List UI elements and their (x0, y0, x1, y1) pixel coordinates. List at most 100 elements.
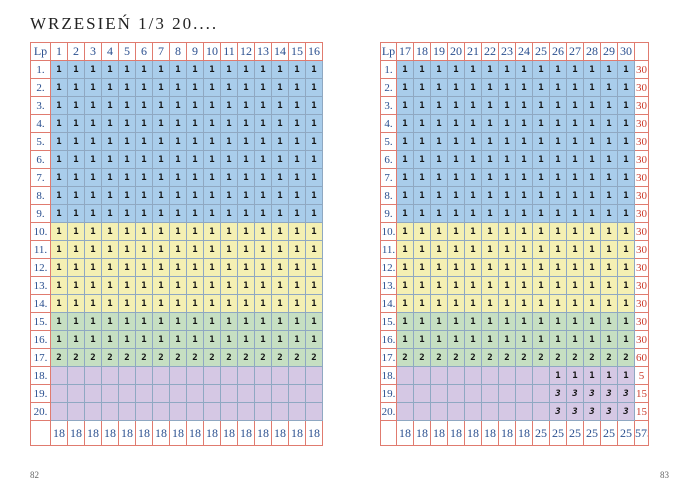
attendance-cell[interactable]: 1 (481, 258, 499, 277)
attendance-cell[interactable]: 1 (152, 222, 170, 241)
attendance-cell[interactable]: 1 (566, 96, 584, 115)
attendance-cell[interactable]: 1 (430, 258, 448, 277)
attendance-cell[interactable]: 1 (254, 312, 272, 331)
attendance-cell[interactable] (396, 402, 414, 421)
attendance-cell[interactable]: 1 (549, 330, 567, 349)
attendance-cell[interactable]: 1 (152, 150, 170, 169)
attendance-cell[interactable]: 1 (50, 168, 68, 187)
attendance-cell[interactable]: 1 (237, 330, 255, 349)
attendance-cell[interactable]: 1 (498, 60, 516, 79)
attendance-cell[interactable]: 1 (288, 222, 306, 241)
attendance-cell[interactable] (118, 384, 136, 403)
attendance-cell[interactable]: 1 (220, 294, 238, 313)
attendance-cell[interactable] (84, 384, 102, 403)
attendance-cell[interactable] (447, 366, 465, 385)
attendance-cell[interactable]: 1 (413, 168, 431, 187)
attendance-cell[interactable]: 1 (464, 204, 482, 223)
attendance-cell[interactable]: 1 (152, 330, 170, 349)
attendance-cell[interactable] (84, 366, 102, 385)
attendance-cell[interactable]: 1 (152, 168, 170, 187)
attendance-cell[interactable]: 1 (515, 204, 533, 223)
attendance-cell[interactable]: 1 (118, 150, 136, 169)
attendance-cell[interactable]: 1 (186, 114, 204, 133)
attendance-cell[interactable]: 1 (396, 312, 414, 331)
attendance-cell[interactable]: 1 (464, 168, 482, 187)
attendance-cell[interactable]: 1 (305, 114, 323, 133)
attendance-cell[interactable]: 1 (118, 186, 136, 205)
attendance-cell[interactable]: 1 (67, 330, 85, 349)
attendance-cell[interactable]: 2 (169, 348, 187, 367)
attendance-cell[interactable]: 1 (396, 186, 414, 205)
attendance-cell[interactable] (101, 402, 119, 421)
attendance-cell[interactable]: 1 (413, 258, 431, 277)
attendance-cell[interactable]: 1 (305, 330, 323, 349)
attendance-cell[interactable]: 2 (271, 348, 289, 367)
attendance-cell[interactable] (220, 402, 238, 421)
attendance-cell[interactable]: 1 (220, 240, 238, 259)
attendance-cell[interactable] (430, 402, 448, 421)
attendance-cell[interactable]: 1 (566, 330, 584, 349)
attendance-cell[interactable]: 2 (515, 348, 533, 367)
attendance-cell[interactable]: 1 (67, 186, 85, 205)
attendance-cell[interactable]: 1 (481, 114, 499, 133)
attendance-cell[interactable]: 1 (430, 204, 448, 223)
attendance-cell[interactable] (169, 366, 187, 385)
attendance-cell[interactable]: 1 (464, 114, 482, 133)
attendance-cell[interactable]: 1 (50, 60, 68, 79)
attendance-cell[interactable]: 1 (549, 294, 567, 313)
attendance-cell[interactable]: 1 (583, 276, 601, 295)
attendance-cell[interactable]: 1 (135, 312, 153, 331)
attendance-cell[interactable]: 1 (67, 276, 85, 295)
attendance-cell[interactable]: 1 (118, 132, 136, 151)
attendance-cell[interactable]: 1 (447, 330, 465, 349)
attendance-cell[interactable]: 1 (135, 78, 153, 97)
attendance-cell[interactable]: 1 (305, 312, 323, 331)
attendance-cell[interactable]: 1 (413, 204, 431, 223)
attendance-cell[interactable]: 1 (220, 276, 238, 295)
attendance-cell[interactable]: 1 (220, 60, 238, 79)
attendance-cell[interactable]: 1 (566, 60, 584, 79)
attendance-cell[interactable]: 2 (118, 348, 136, 367)
attendance-cell[interactable]: 1 (135, 96, 153, 115)
attendance-cell[interactable]: 1 (288, 96, 306, 115)
attendance-cell[interactable]: 3 (549, 384, 567, 403)
attendance-cell[interactable]: 1 (50, 258, 68, 277)
attendance-cell[interactable]: 1 (430, 186, 448, 205)
attendance-cell[interactable]: 1 (135, 150, 153, 169)
attendance-cell[interactable]: 1 (464, 186, 482, 205)
attendance-cell[interactable]: 1 (305, 186, 323, 205)
attendance-cell[interactable]: 1 (447, 204, 465, 223)
attendance-cell[interactable]: 1 (169, 222, 187, 241)
attendance-cell[interactable]: 1 (600, 312, 618, 331)
attendance-cell[interactable]: 1 (305, 60, 323, 79)
attendance-cell[interactable]: 1 (118, 96, 136, 115)
attendance-cell[interactable]: 1 (288, 330, 306, 349)
attendance-cell[interactable] (220, 366, 238, 385)
attendance-cell[interactable]: 1 (617, 366, 635, 385)
attendance-cell[interactable]: 1 (583, 150, 601, 169)
attendance-cell[interactable]: 1 (169, 330, 187, 349)
attendance-cell[interactable]: 1 (600, 132, 618, 151)
attendance-cell[interactable]: 1 (583, 294, 601, 313)
attendance-cell[interactable]: 1 (566, 186, 584, 205)
attendance-cell[interactable]: 2 (583, 348, 601, 367)
attendance-cell[interactable]: 1 (254, 168, 272, 187)
attendance-cell[interactable]: 2 (549, 348, 567, 367)
attendance-cell[interactable]: 1 (135, 114, 153, 133)
attendance-cell[interactable]: 1 (237, 168, 255, 187)
attendance-cell[interactable]: 1 (67, 222, 85, 241)
attendance-cell[interactable]: 1 (549, 132, 567, 151)
attendance-cell[interactable]: 1 (600, 78, 618, 97)
attendance-cell[interactable]: 1 (515, 186, 533, 205)
attendance-cell[interactable]: 1 (186, 150, 204, 169)
attendance-cell[interactable]: 1 (271, 114, 289, 133)
attendance-cell[interactable]: 1 (515, 240, 533, 259)
attendance-cell[interactable] (203, 402, 221, 421)
attendance-cell[interactable]: 1 (288, 276, 306, 295)
attendance-cell[interactable]: 1 (447, 258, 465, 277)
attendance-cell[interactable]: 1 (50, 294, 68, 313)
attendance-cell[interactable] (101, 384, 119, 403)
attendance-cell[interactable]: 1 (305, 294, 323, 313)
attendance-cell[interactable]: 1 (305, 258, 323, 277)
attendance-cell[interactable]: 1 (186, 186, 204, 205)
